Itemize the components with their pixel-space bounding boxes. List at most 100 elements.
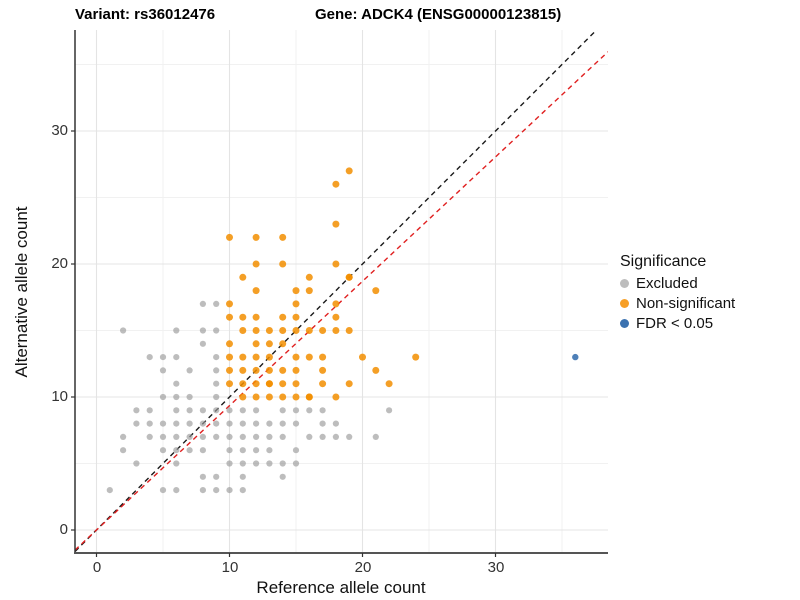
series-excluded [106,300,393,494]
data-point [120,327,127,334]
reference-line-expected-ratio [75,51,608,551]
data-point [359,353,366,361]
data-point [345,380,353,388]
data-point [133,420,140,427]
legend-label-non-significant: Non-significant [636,294,736,312]
data-point [239,460,246,467]
data-point [319,366,327,374]
data-point [173,487,180,494]
data-point [292,447,300,454]
data-point [292,407,300,414]
data-point [252,313,260,321]
data-point [146,420,153,427]
data-point [239,366,247,374]
data-point [279,460,286,467]
data-point [292,287,300,295]
data-point [279,366,287,374]
data-point [305,393,313,401]
data-point [279,260,287,268]
data-point [199,340,206,347]
data-point [226,366,233,374]
data-point [173,407,180,414]
data-point [279,407,286,414]
data-point [319,327,327,334]
data-point [226,353,233,361]
data-point [186,367,193,374]
data-point [279,327,287,334]
data-point [265,353,273,361]
data-point [133,460,140,467]
data-point [213,487,220,494]
data-point [332,180,340,188]
data-point [106,487,113,494]
data-point [159,420,167,427]
data-point [319,420,326,427]
data-point [239,313,247,321]
data-point [239,420,246,427]
plot-title-variant: Variant: rs36012476 [75,6,216,23]
data-point [279,233,287,241]
data-point [252,233,260,241]
legend-title: Significance [620,253,707,270]
y-tick-0: 0 [59,521,68,538]
data-point [279,473,286,480]
data-point [173,327,180,334]
data-point [572,353,579,361]
data-point [199,447,206,454]
data-point [159,447,167,454]
data-point [146,354,153,361]
data-point [199,407,206,414]
data-point [252,366,260,374]
data-point [159,487,167,494]
data-point [386,407,393,414]
data-point [332,220,340,228]
data-point [159,433,167,440]
data-point [159,367,167,374]
data-point [412,353,420,361]
data-point [266,460,273,467]
data-point [305,327,313,334]
data-point [213,327,220,334]
data-point [265,327,273,334]
data-point [345,327,353,334]
legend-dot-non-significant [620,298,629,308]
data-point [279,433,286,440]
data-point [279,340,287,348]
data-point [199,420,206,427]
data-point [120,433,127,440]
legend-label-fdr: FDR < 0.05 [636,314,714,332]
data-point [239,273,247,281]
y-axis-title: Alternative allele count [12,206,31,378]
data-point [186,393,193,401]
data-point [345,167,353,175]
plot-title-gene: Gene: ADCK4 (ENSG00000123815) [315,6,562,23]
data-point [265,366,273,374]
data-point [239,487,246,494]
data-point [213,433,220,440]
data-point [226,447,233,454]
data-point [173,380,180,387]
data-point [265,340,273,348]
legend-item-excluded: Excluded [620,273,698,293]
reference-lines [75,30,608,552]
data-point [199,300,206,307]
data-point [213,300,220,307]
data-point [266,420,273,427]
data-point [319,380,327,388]
legend-item-fdr: FDR < 0.05 [620,313,713,333]
data-point [213,473,220,480]
data-point [213,367,220,374]
data-point [133,407,140,414]
data-point [292,353,300,361]
data-point [253,460,260,467]
data-point [292,313,300,321]
data-point [253,447,260,454]
panel-background [75,30,608,553]
data-point [226,460,233,467]
legend-dot-excluded [620,278,629,288]
data-point [306,433,313,440]
data-point [319,353,327,361]
tick-marks [71,130,497,557]
data-point [226,433,233,440]
data-point [186,447,193,454]
